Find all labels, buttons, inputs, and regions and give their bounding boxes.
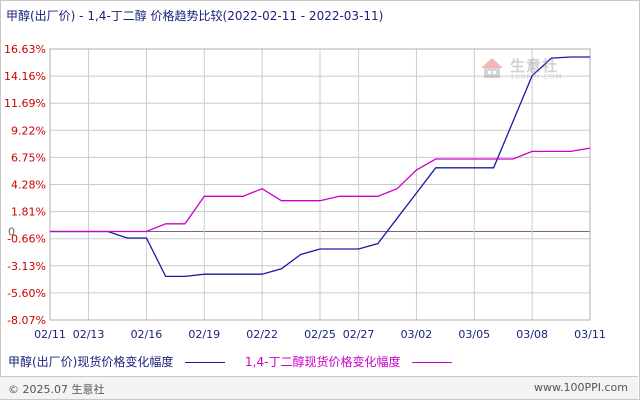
y-tick-label: -0.66% xyxy=(7,233,46,246)
x-tick-label: 03/02 xyxy=(401,328,433,341)
x-tick-label: 03/11 xyxy=(574,328,606,341)
x-tick-label: 02/11 xyxy=(34,328,66,341)
legend-label-series-2: 1,4-丁二醇现货价格变化幅度 xyxy=(245,355,401,369)
x-axis-labels: 02/11 02/13 02/16 02/19 02/22 02/25 02/27 03/02… xyxy=(34,328,606,341)
x-tick-label: 02/25 xyxy=(304,328,336,341)
y-tick-label: 6.75% xyxy=(11,151,46,164)
legend: 甲醇(出厂价)现货价格变化幅度 1,4-丁二醇现货价格变化幅度 xyxy=(8,353,468,370)
legend-swatch-series-1 xyxy=(185,362,226,363)
series-line-1 xyxy=(50,56,590,278)
x-tick-label: 02/27 xyxy=(343,328,375,341)
grid-lines xyxy=(49,48,591,321)
series-lines xyxy=(50,56,591,278)
legend-item-series-1: 甲醇(出厂价)现货价格变化幅度 xyxy=(8,353,226,370)
y-tick-label: 16.63% xyxy=(4,43,46,56)
series-line-2 xyxy=(50,147,591,233)
plot-border xyxy=(49,48,591,321)
footer-copyright: © 2025.07 生意社 xyxy=(8,383,105,396)
legend-label-series-1: 甲醇(出厂价)现货价格变化幅度 xyxy=(8,355,174,369)
watermark-brand: 生意社 xyxy=(510,57,559,75)
y-tick-label: 11.69% xyxy=(4,97,46,110)
y-tick-label: 9.22% xyxy=(11,124,46,137)
watermark-logo: 生意社 100PPI.COM xyxy=(476,52,596,86)
footer: © 2025.07 生意社 www.100PPI.com xyxy=(0,376,638,399)
y-tick-label: -5.60% xyxy=(7,287,46,300)
x-tick-label: 03/08 xyxy=(516,328,548,341)
legend-item-series-2: 1,4-丁二醇现货价格变化幅度 xyxy=(245,353,453,370)
legend-swatch-series-2 xyxy=(412,362,453,363)
x-tick-label: 02/16 xyxy=(131,328,163,341)
chart-title: 甲醇(出厂价) - 1,4-丁二醇 价格趋势比较(2022-02-11 - 20… xyxy=(6,9,384,23)
x-tick-label: 02/19 xyxy=(188,328,220,341)
y-tick-label: -3.13% xyxy=(7,260,46,273)
y-tick-label: -8.07% xyxy=(7,314,46,327)
x-tick-label: 02/22 xyxy=(246,328,278,341)
y-tick-label: 4.28% xyxy=(11,179,46,192)
watermark-sub: 100PPI.COM xyxy=(510,73,563,81)
y-axis-labels: 16.63% 14.16% 11.69% 9.22% 6.75% 4.28% 1.81% -0… xyxy=(4,43,46,327)
x-tick-label: 03/05 xyxy=(458,328,490,341)
house-logo-icon xyxy=(481,58,503,78)
y-tick-label: 1.81% xyxy=(11,206,46,219)
zero-label: 0 xyxy=(8,225,15,238)
y-tick-label: 14.16% xyxy=(4,70,46,83)
x-tick-label: 02/13 xyxy=(73,328,105,341)
footer-site-link[interactable]: www.100PPI.com xyxy=(534,381,628,394)
